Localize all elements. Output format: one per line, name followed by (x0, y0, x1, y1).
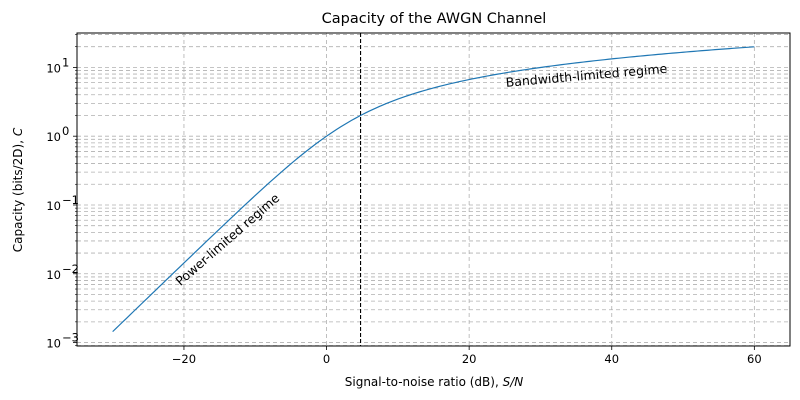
y-tick-label: 10 (46, 199, 61, 213)
data-point (754, 46, 755, 47)
plot-frame (76, 32, 791, 347)
y-tick-exponent: −1 (62, 193, 79, 207)
x-axis-label-var: S/N (503, 375, 524, 389)
data-point (290, 163, 291, 164)
data-point (112, 331, 113, 332)
x-tick-label: 60 (747, 352, 762, 366)
x-ticks: −20 0 20 40 60 (172, 346, 762, 366)
data-point (148, 297, 149, 298)
y-axis-label: Capacity (bits/2D), C (11, 127, 25, 252)
series-layer (112, 46, 755, 333)
capacity-curve (112, 46, 755, 333)
data-point (576, 62, 577, 63)
data-point (362, 114, 363, 115)
y-tick-label: 10 (46, 130, 61, 144)
y-tick-label: 10 (46, 61, 61, 75)
x-axis-label: Signal-to-noise ratio (dB), S/N (345, 375, 524, 389)
x-tick-label: 40 (604, 352, 619, 366)
data-point (433, 87, 434, 88)
y-tick-label: 10 (46, 337, 61, 351)
data-point (219, 228, 220, 229)
x-tick-label: 0 (323, 352, 330, 366)
data-point (255, 195, 256, 196)
data-point (326, 136, 327, 137)
y-tick-exponent: −3 (62, 331, 79, 345)
y-axis-label-var: C (11, 127, 25, 136)
y-tick-exponent: 0 (62, 124, 69, 138)
grid (77, 33, 790, 347)
data-point (718, 49, 719, 50)
x-tick-label: 20 (462, 352, 477, 366)
data-point (682, 52, 683, 53)
data-point (469, 79, 470, 80)
data-point (397, 99, 398, 100)
x-axis-label-text: Signal-to-noise ratio (dB), (345, 375, 503, 389)
data-point (647, 55, 648, 56)
x-tick-label: −20 (172, 352, 196, 366)
y-tick-label: 10 (46, 268, 61, 282)
y-axis-label-text: Capacity (bits/2D), (11, 136, 25, 252)
bandwidth-limited-annotation: Bandwidth-limited regime (505, 61, 668, 90)
y-tick-exponent: 1 (62, 55, 69, 69)
chart-title: Capacity of the AWGN Channel (322, 11, 547, 27)
y-tick-exponent: −2 (62, 262, 79, 276)
data-point (504, 72, 505, 73)
data-point (183, 262, 184, 263)
data-point (611, 58, 612, 59)
data-point (540, 67, 541, 68)
